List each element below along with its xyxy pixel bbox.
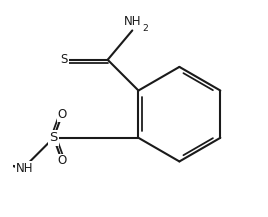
Text: 2: 2: [143, 25, 148, 33]
Text: S: S: [49, 131, 58, 144]
Text: NH: NH: [124, 15, 141, 28]
Text: NH: NH: [16, 162, 34, 175]
Text: O: O: [57, 108, 67, 121]
Text: S: S: [61, 53, 68, 66]
Text: O: O: [57, 155, 67, 168]
